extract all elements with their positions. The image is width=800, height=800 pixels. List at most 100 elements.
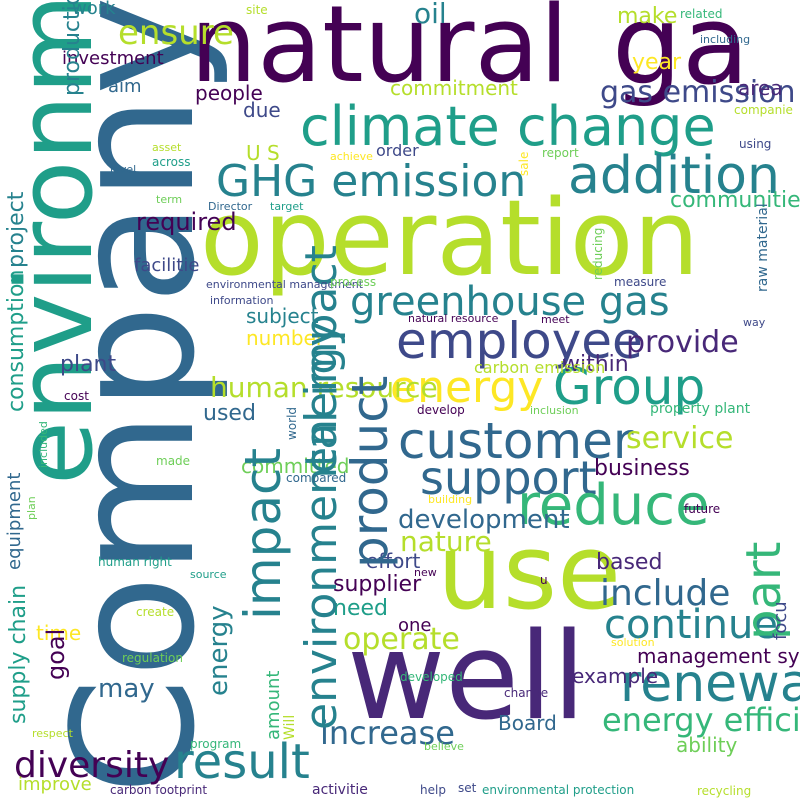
- word-cost: cost: [64, 389, 89, 403]
- word-group: energy: [390, 362, 544, 413]
- word-order: U S: [246, 141, 280, 165]
- word-program: program: [190, 737, 242, 751]
- word-ensure: oil: [414, 0, 447, 30]
- word-source: source: [190, 568, 227, 581]
- word-energy-left: consumption: [4, 269, 29, 412]
- word-natural-resource: measure: [614, 275, 667, 289]
- word-consumption: project: [4, 191, 29, 268]
- word-develop: develop: [417, 403, 465, 417]
- word-meet: raw material: [755, 203, 771, 292]
- word-raw-material: meet: [541, 313, 570, 326]
- word-year: make: [617, 4, 678, 29]
- word-equipment: supply chain: [6, 584, 31, 724]
- word-activitie: activitie: [312, 782, 368, 798]
- word-development: business: [594, 456, 690, 481]
- word-need: supplier: [333, 572, 422, 597]
- word-measure: information: [210, 294, 274, 307]
- word-oil: required: [136, 208, 237, 236]
- word-across: asset: [152, 141, 182, 154]
- word-time: goal: [42, 628, 70, 680]
- word-gas-emission: commitment: [390, 76, 518, 100]
- word-related: site: [246, 3, 268, 17]
- word-plant: number: [246, 326, 325, 350]
- word-investment: work: [72, 0, 116, 19]
- word-greenhouse-gas: greenhouse gas: [350, 279, 670, 325]
- word-including: related: [680, 7, 723, 21]
- word-area: gas emission: [600, 75, 796, 110]
- word-make: area: [738, 76, 783, 100]
- word-environmental-protection: environmental protection: [482, 783, 635, 797]
- word-board: time: [36, 621, 82, 645]
- word-increase: diversity: [14, 745, 170, 786]
- word-support: Group: [553, 358, 706, 416]
- word-facilitie: communitie: [670, 188, 800, 213]
- word-environmental-impact: result: [174, 734, 310, 790]
- word-addition: addition: [568, 146, 780, 206]
- word-used: human resource: [210, 371, 438, 404]
- word-one: operate: [343, 622, 460, 657]
- word-operation: operation: [200, 177, 700, 299]
- word-people: aim: [108, 76, 142, 97]
- word-committed: within: [562, 352, 629, 377]
- word-aim: investment: [62, 48, 164, 69]
- word-improve: improve: [18, 774, 92, 795]
- word-project: include: [600, 573, 731, 614]
- word-provide: service: [626, 421, 734, 456]
- word-us: due: [243, 98, 281, 122]
- word-achieve: sale: [517, 151, 531, 176]
- word-focu: effort: [366, 549, 421, 573]
- word-way: reducing: [591, 227, 605, 280]
- word-set: set: [458, 781, 477, 795]
- word-carbon-footprint: carbon footprint: [110, 783, 208, 797]
- word-natural: natural: [190, 0, 569, 106]
- word-respect: respect: [32, 727, 73, 740]
- word-companie: including: [700, 33, 751, 46]
- word-property-plant: property plant: [650, 401, 751, 417]
- word-energy-efficiency: nature: [400, 525, 492, 558]
- word-product: product: [341, 375, 399, 568]
- word-climate-change: climate change: [300, 95, 716, 158]
- word-energy-use: natural resource: [408, 312, 499, 325]
- word-target: Director: [208, 200, 253, 213]
- word-made: included: [37, 421, 50, 468]
- word-work: ensure: [118, 13, 234, 53]
- word-compared: compared: [286, 471, 347, 485]
- word-new: new: [414, 566, 437, 579]
- word-create: create: [136, 605, 175, 619]
- word-level: across: [152, 155, 191, 169]
- word-developed: developed: [400, 670, 463, 684]
- word-production: Will: [282, 714, 298, 740]
- word-change: change: [504, 686, 549, 700]
- word-information: process: [330, 275, 377, 289]
- word-using: companie: [734, 103, 793, 117]
- word-continue: increase: [320, 714, 455, 752]
- word-required: based: [596, 550, 663, 575]
- word-ghg-emission: GHG emission: [216, 156, 527, 207]
- word-included: plan: [25, 496, 38, 520]
- word-subject: facilitie: [134, 255, 200, 276]
- word-part: impact: [234, 447, 292, 620]
- word-process: environmental management: [206, 278, 364, 291]
- word-supplier: committed: [241, 454, 350, 478]
- word-service: equipment: [4, 472, 25, 570]
- word-ga: ga: [612, 0, 750, 109]
- word-human-resource: plant: [60, 352, 117, 377]
- word-carbon-emission: world: [285, 406, 299, 440]
- word-impact: renewable: [620, 654, 800, 714]
- word-human-right: human right: [98, 555, 172, 569]
- word-report: using: [739, 137, 772, 151]
- word-example: management system: [637, 644, 800, 668]
- word-u: u: [540, 573, 548, 587]
- word-plan: made: [156, 454, 191, 468]
- word-solution: solution: [611, 636, 655, 649]
- word-within: used: [203, 401, 256, 426]
- word-will: amount: [263, 670, 284, 740]
- word-recycling: recycling: [697, 784, 752, 798]
- word-well: well: [347, 608, 586, 747]
- word-supply-chain: energy: [204, 605, 234, 696]
- word-number: subject: [246, 304, 319, 328]
- word-based: development: [398, 505, 570, 535]
- word-site: production: [60, 0, 85, 96]
- word-operate: need: [333, 596, 388, 621]
